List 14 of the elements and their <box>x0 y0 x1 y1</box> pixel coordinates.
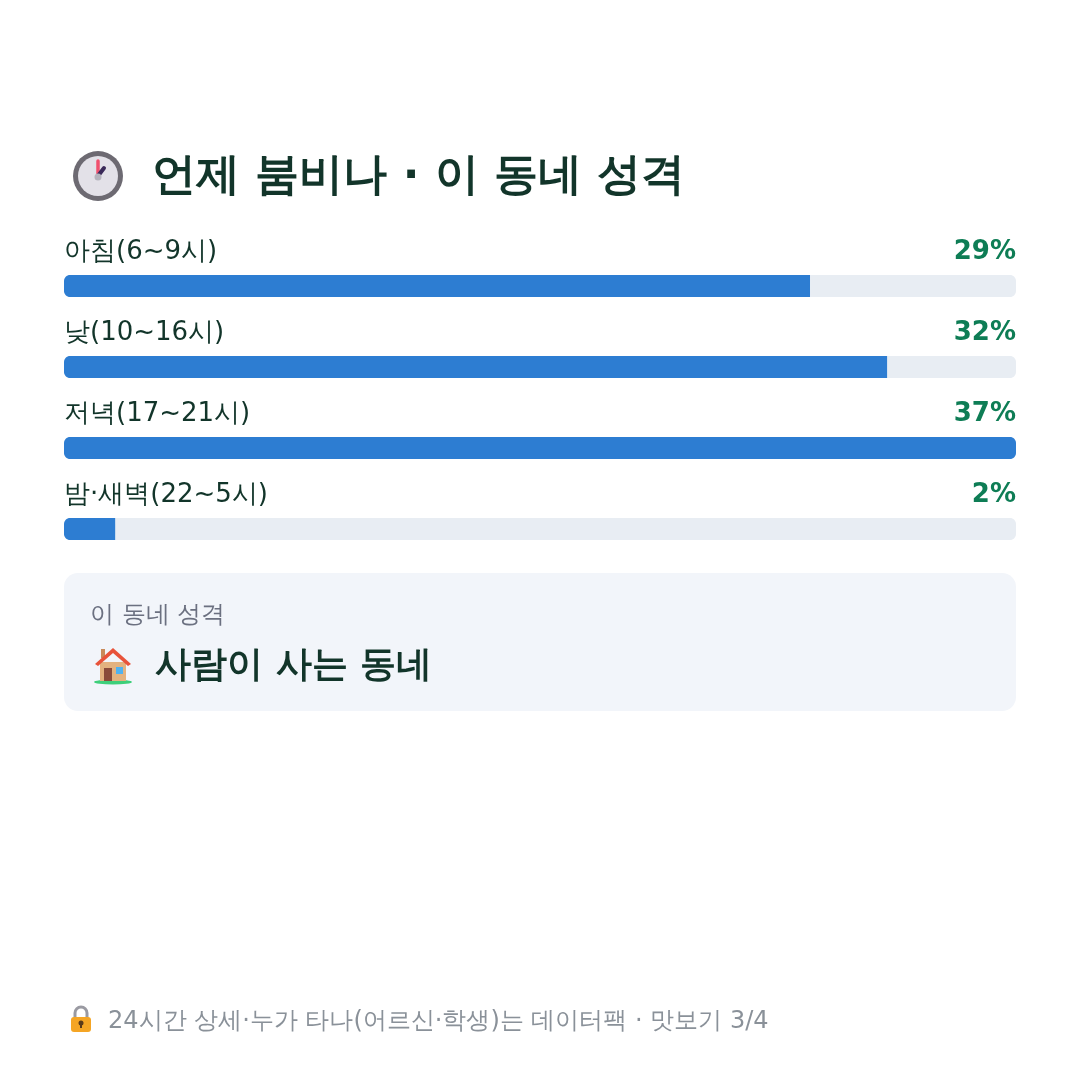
y-tick-label: 아침(6~9시) <box>64 235 218 265</box>
data-label: 2% <box>971 478 1016 508</box>
y-tick-label: 낮(10~16시) <box>64 316 225 346</box>
text: 이 동네 성격 <box>90 599 226 630</box>
data-label: 29% <box>953 235 1016 265</box>
text: 사람이 사는 동네 <box>155 642 433 686</box>
chart-title: 언제 붐비나 · 이 동네 성격 <box>152 148 686 199</box>
y-tick-label: 저녁(17~21시) <box>64 397 251 427</box>
data-label: 32% <box>953 316 1016 346</box>
y-tick-label: 밤·새벽(22~5시) <box>64 478 268 508</box>
text: 24시간 상세·누가 타나(어르신·학생)는 데이터팩 · 맛보기 3/4 <box>108 1005 769 1036</box>
bar <box>64 518 116 540</box>
bar <box>64 437 1016 459</box>
data-label: 37% <box>953 397 1016 427</box>
